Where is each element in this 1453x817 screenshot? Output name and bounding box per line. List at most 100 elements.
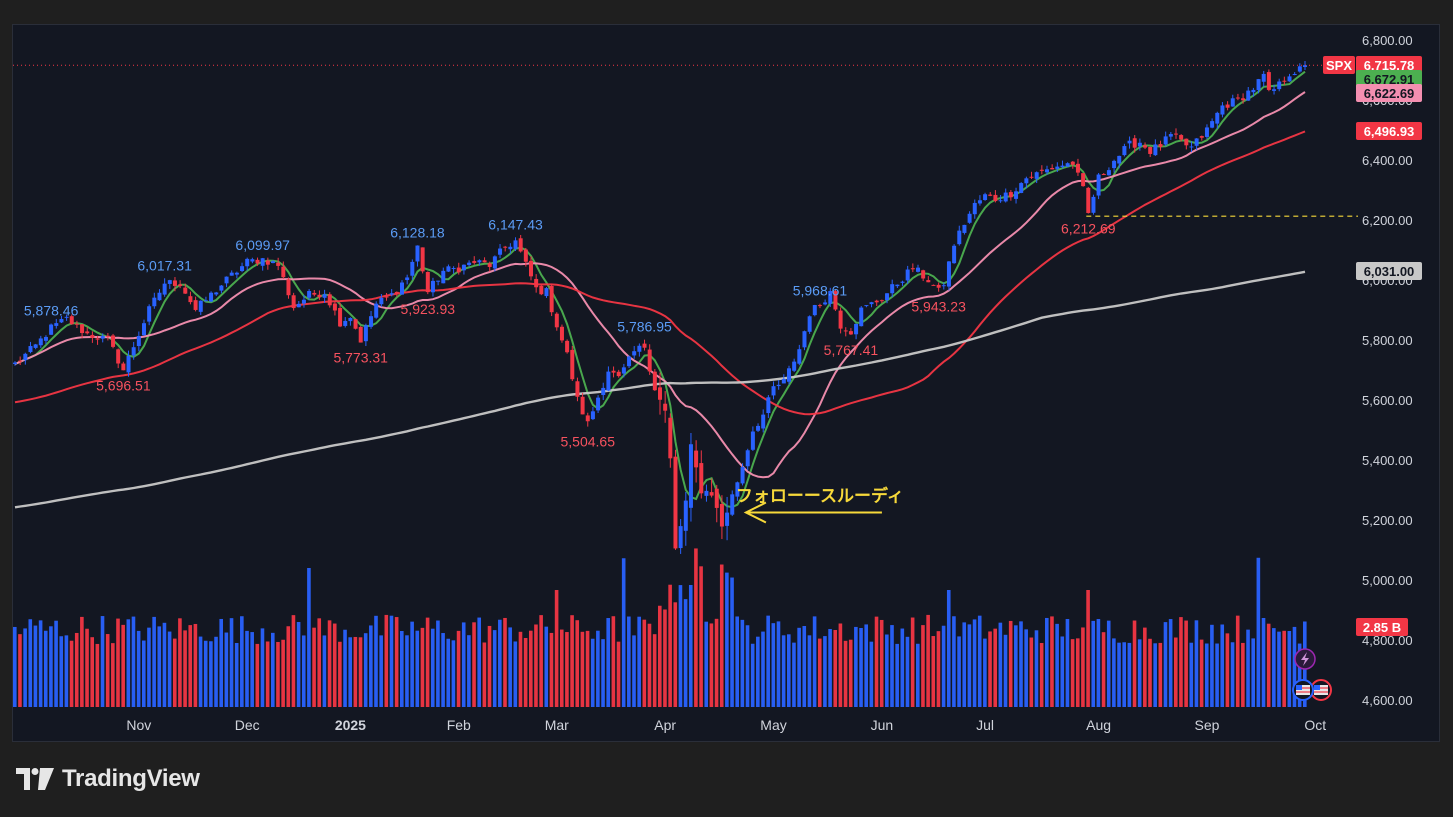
candle-body xyxy=(338,307,343,327)
volume-bar xyxy=(1117,642,1121,707)
candle-body xyxy=(1220,105,1225,115)
candle-body xyxy=(487,263,492,267)
candle-body xyxy=(1163,136,1168,145)
price-tag-bg xyxy=(1356,262,1422,280)
volume-bar xyxy=(301,635,306,707)
volume-bar xyxy=(498,619,502,707)
volume-bar xyxy=(1184,620,1188,707)
volume-bar xyxy=(482,642,487,707)
volume-bar xyxy=(291,615,296,707)
volume-bar xyxy=(446,638,451,707)
candle-body xyxy=(224,276,229,284)
time-tick-label: Aug xyxy=(1086,717,1111,733)
volume-bar xyxy=(209,641,213,707)
price-tick-label: 5,800.00 xyxy=(1362,333,1413,348)
candle-body xyxy=(1106,170,1111,176)
volume-bar xyxy=(1050,616,1054,707)
volume-bar xyxy=(1189,642,1194,707)
volume-bar xyxy=(384,614,389,707)
candle-body xyxy=(456,267,461,273)
candle-body xyxy=(678,526,683,549)
volume-bar xyxy=(1210,624,1214,707)
volume-bar xyxy=(699,566,703,707)
volume-bar xyxy=(792,642,796,707)
volume-bar xyxy=(1127,642,1132,707)
volume-bar xyxy=(616,641,621,707)
volume-bar xyxy=(761,631,765,707)
symbol-tag-label: SPX xyxy=(1326,58,1352,73)
candle-body xyxy=(869,302,874,305)
volume-bar xyxy=(250,632,254,707)
volume-bar xyxy=(740,619,745,707)
candle-body xyxy=(343,320,348,326)
candle-body xyxy=(683,500,688,531)
volume-bar xyxy=(668,584,672,707)
volume-bar xyxy=(1122,642,1126,707)
volume-bar xyxy=(410,621,414,707)
candle-body xyxy=(80,324,85,334)
candle-body xyxy=(688,444,693,508)
candle-body xyxy=(792,361,797,371)
candle-body xyxy=(1045,169,1049,173)
volume-bar xyxy=(374,615,378,707)
candle-body xyxy=(580,396,585,415)
volume-bar xyxy=(1220,624,1225,707)
volume-bar xyxy=(998,622,1003,707)
tradingview-brand[interactable]: TradingView xyxy=(16,762,200,796)
candle-body xyxy=(900,281,905,283)
candle-body xyxy=(250,259,255,262)
candle-body xyxy=(627,356,632,367)
candle-body xyxy=(993,194,998,202)
candle-body xyxy=(1241,98,1246,101)
candle-body xyxy=(704,490,709,496)
volume-bar xyxy=(54,620,58,707)
us-flag-event-icon[interactable] xyxy=(1292,679,1314,701)
volume-bar xyxy=(400,631,404,707)
candle-body xyxy=(219,285,224,291)
candle-body xyxy=(761,414,766,429)
candle-body xyxy=(812,305,817,316)
candle-body xyxy=(1230,98,1235,107)
candle-body xyxy=(848,331,853,335)
candle-body xyxy=(1014,191,1019,199)
candlestick-chart[interactable]: 5,878.46 6,017.31 6,099.97 6,128.18 6,147.43… xyxy=(13,25,1439,741)
candle-body xyxy=(178,284,183,287)
volume-bar xyxy=(1045,617,1049,707)
candle-body xyxy=(415,245,420,262)
low-price-label: 5,767.41 xyxy=(824,342,879,358)
volume-bar xyxy=(353,636,358,707)
candle-body xyxy=(854,323,859,335)
candle-body xyxy=(885,293,890,301)
volume-bar xyxy=(1230,642,1235,707)
candle-body xyxy=(740,467,745,484)
volume-bar xyxy=(859,628,863,707)
ma-5-line xyxy=(14,70,1306,509)
candle-body xyxy=(539,285,544,295)
candle-body xyxy=(632,351,637,356)
volume-bar xyxy=(714,618,719,707)
candle-body xyxy=(1117,155,1122,164)
volume-bar xyxy=(23,628,27,707)
volume-bar xyxy=(895,643,899,707)
candle-body xyxy=(1148,147,1153,154)
candle-body xyxy=(317,294,322,298)
volume-bar xyxy=(1060,636,1065,707)
candle-body xyxy=(1039,169,1044,171)
volume-bar xyxy=(461,622,466,707)
price-tick-label: 5,000.00 xyxy=(1362,573,1413,588)
time-tick-label: 2025 xyxy=(335,717,366,733)
price-tag-label: 6,715.78 xyxy=(1364,58,1415,73)
time-tick-label: Mar xyxy=(545,717,569,733)
volume-bar xyxy=(885,634,889,707)
candle-body xyxy=(1055,166,1060,169)
price-tick-label: 6,800.00 xyxy=(1362,33,1413,48)
chart-event-icons[interactable] xyxy=(1292,648,1332,701)
lightning-icon[interactable] xyxy=(1294,648,1316,670)
candle-body xyxy=(1174,133,1178,135)
volume-bar xyxy=(1199,639,1204,707)
annotation-text: フォローースルーディ xyxy=(736,486,904,506)
candle-body xyxy=(596,397,601,411)
volume-bar xyxy=(28,619,33,707)
volume-bar xyxy=(317,618,322,707)
candle-body xyxy=(332,303,337,311)
